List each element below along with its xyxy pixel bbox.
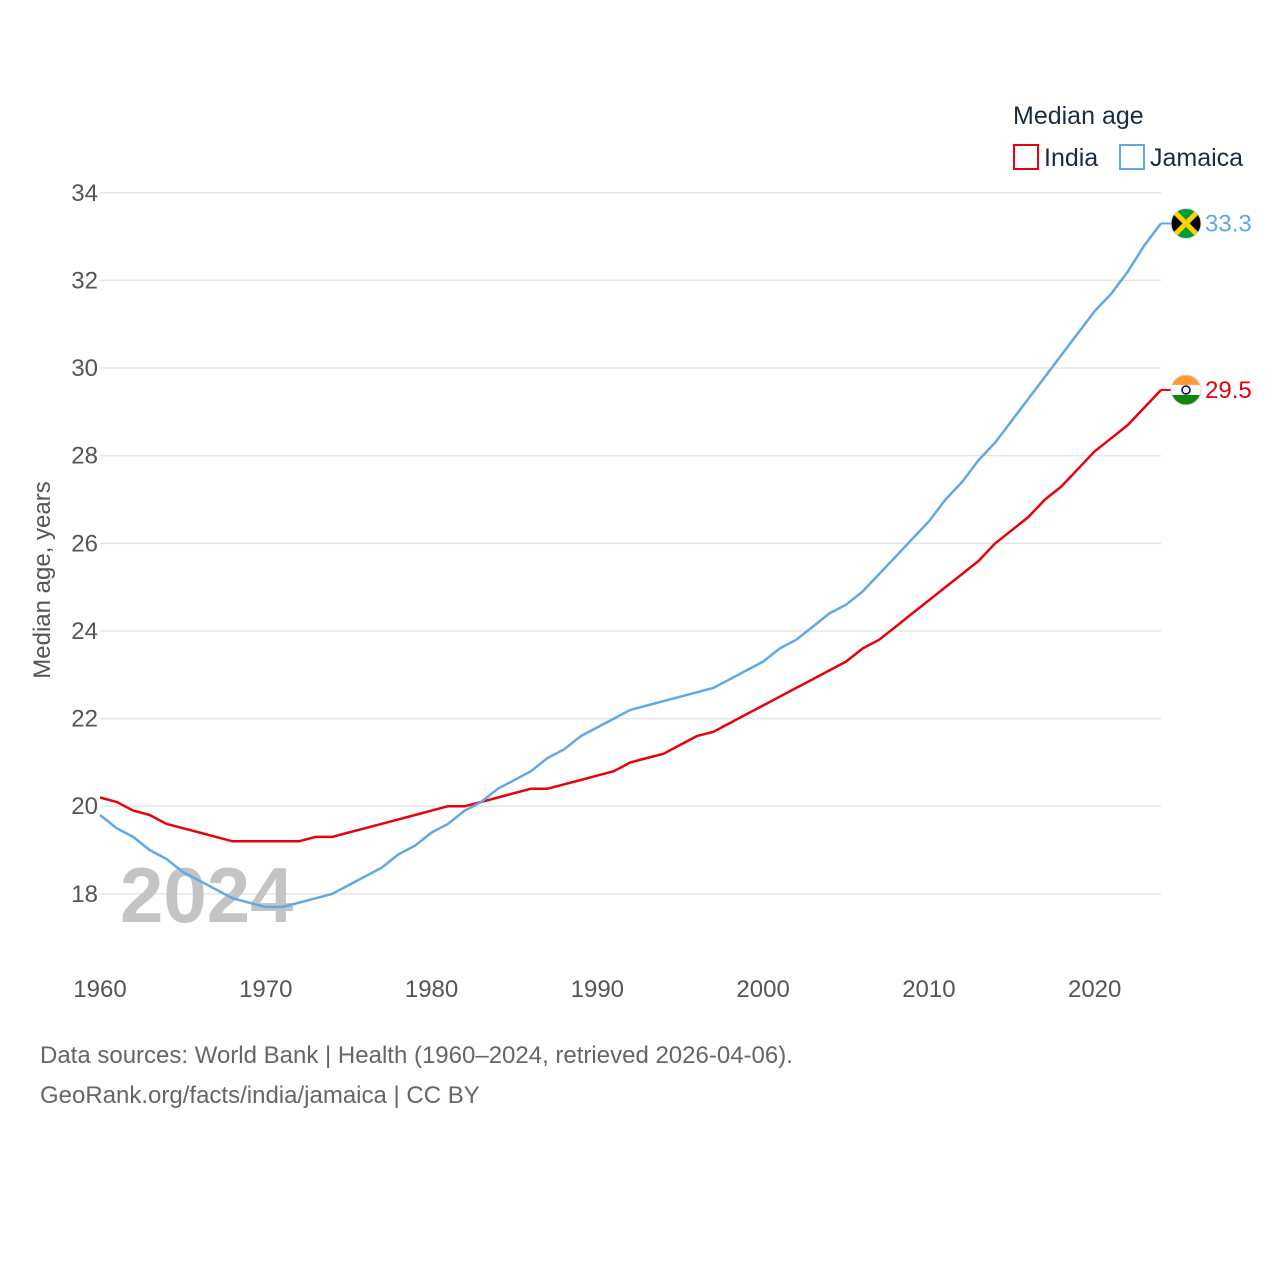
legend-swatch-india [1013, 144, 1039, 170]
x-tick-label-2000: 2000 [736, 976, 789, 1003]
end-value-label-jamaica: 33.3 [1205, 210, 1252, 237]
jamaica-flag-icon [1170, 207, 1202, 239]
grid-lines [100, 192, 1161, 895]
y-axis-title: Median age, years [29, 481, 56, 678]
y-tick-label-22: 22 [71, 706, 98, 733]
legend-label-jamaica: Jamaica [1150, 144, 1243, 172]
line-chart: 18 20 22 24 26 28 30 32 34 1960 1970 1980 1990 2000 2… [29, 102, 1252, 1003]
y-axis-ticks: 18 20 22 24 26 28 30 32 34 [71, 180, 98, 908]
legend-item-india[interactable]: India [1013, 144, 1098, 172]
india-flag-icon [1170, 374, 1202, 406]
y-tick-label-20: 20 [71, 793, 98, 820]
footer-sources: Data sources: World Bank | Health (1960–… [40, 1042, 793, 1069]
x-tick-label-2010: 2010 [902, 976, 955, 1003]
series-line-jamaica [99, 222, 1162, 909]
year-label: 2024 [120, 851, 294, 939]
footer-credit: GeoRank.org/facts/india/jamaica | CC BY [40, 1082, 480, 1109]
x-axis-ticks: 1960 1970 1980 1990 2000 2010 2020 [73, 976, 1121, 1003]
end-value-label-india: 29.5 [1205, 377, 1252, 404]
series-line-india [99, 389, 1162, 843]
y-tick-label-34: 34 [71, 180, 98, 207]
y-tick-label-18: 18 [71, 881, 98, 908]
legend-item-jamaica[interactable]: Jamaica [1119, 144, 1243, 172]
legend-swatch-jamaica [1119, 144, 1145, 170]
x-tick-label-1970: 1970 [239, 976, 292, 1003]
y-tick-label-28: 28 [71, 443, 98, 470]
y-tick-label-32: 32 [71, 267, 98, 294]
x-tick-label-1980: 1980 [405, 976, 458, 1003]
end-markers: 29.5 33.3 [1161, 207, 1252, 406]
x-tick-label-1990: 1990 [571, 976, 624, 1003]
y-tick-label-26: 26 [71, 530, 98, 557]
legend-label-india: India [1044, 144, 1098, 172]
y-tick-label-30: 30 [71, 355, 98, 382]
y-tick-label-24: 24 [71, 618, 98, 645]
x-tick-label-2020: 2020 [1068, 976, 1121, 1003]
legend-title: Median age [1013, 102, 1144, 130]
legend[interactable]: Median age India Jamaica [1013, 102, 1243, 172]
x-tick-label-1960: 1960 [73, 976, 126, 1003]
series-lines [99, 222, 1162, 909]
